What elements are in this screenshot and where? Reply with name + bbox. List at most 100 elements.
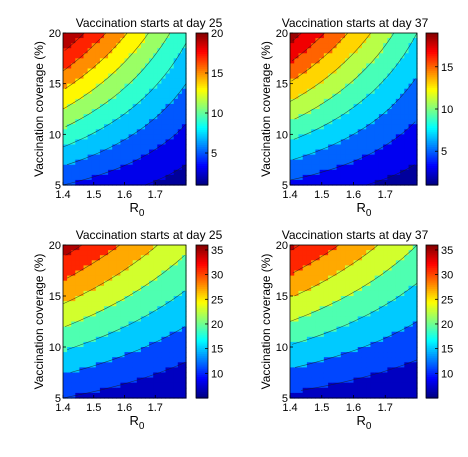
contour-cell <box>400 139 405 146</box>
contour-cell <box>104 321 109 328</box>
contour-cell <box>149 382 154 389</box>
contour-cell <box>306 321 312 328</box>
contour-cell <box>136 58 142 64</box>
contour-cell <box>315 326 321 333</box>
contour-cell <box>400 311 405 317</box>
contour-cell <box>319 367 325 374</box>
contour-cell <box>79 367 85 374</box>
contour-cell <box>87 48 93 54</box>
contour-cell <box>298 109 304 115</box>
contour-cell <box>99 372 105 379</box>
contour-cell <box>412 387 418 394</box>
contour-cell <box>366 377 372 384</box>
contour-cell <box>87 68 93 75</box>
contour-cell <box>128 83 134 90</box>
contour-cell <box>91 78 97 85</box>
contour-cell <box>75 296 80 302</box>
contour-cell <box>177 134 183 140</box>
contour-cell <box>79 154 85 161</box>
contour-cell <box>136 270 142 277</box>
contour-cell <box>336 260 342 266</box>
contour-cell <box>169 260 175 266</box>
contour-cell <box>149 43 154 49</box>
contour-cell <box>71 306 76 312</box>
contour-cell <box>145 321 150 328</box>
contour-cell <box>108 265 113 272</box>
contour-cell <box>408 331 414 338</box>
contour-cell <box>153 48 158 54</box>
contour-cell <box>336 124 342 130</box>
contour-cell <box>71 387 76 394</box>
contour-cell <box>120 103 126 110</box>
contour-cell <box>353 38 359 44</box>
contour-cell <box>340 114 346 120</box>
contour-cell <box>165 255 171 261</box>
contour-cell <box>140 275 146 282</box>
contour-cell <box>315 321 321 328</box>
colorbar-swatch <box>196 273 208 277</box>
contour-cell <box>395 139 401 146</box>
contour-cell <box>124 260 130 266</box>
contour-cell <box>378 58 384 64</box>
contour-cell <box>349 154 355 161</box>
contour-cell <box>149 265 154 272</box>
contour-cell <box>357 321 363 328</box>
contour-cell <box>140 321 146 328</box>
contour-cell <box>153 63 158 70</box>
contour-cell <box>336 336 342 343</box>
contour-cell <box>79 255 85 261</box>
contour-cell <box>306 159 312 166</box>
contour-cell <box>149 164 154 171</box>
contour-cell <box>128 78 134 85</box>
contour-cell <box>153 301 158 307</box>
contour-cell <box>83 103 89 110</box>
colorbar-swatch <box>196 354 208 357</box>
contour-cell <box>361 250 367 256</box>
contour-cell <box>63 139 68 146</box>
contour-cell <box>177 48 183 54</box>
contour-cell <box>120 119 126 125</box>
contour-cell <box>120 316 126 323</box>
contour-cell <box>378 255 384 261</box>
contour-cell <box>290 38 295 44</box>
contour-cell <box>391 382 397 389</box>
contour-cell <box>298 129 304 135</box>
contour-cell <box>298 149 304 156</box>
contour-cell <box>177 377 183 384</box>
contour-cell <box>306 392 312 399</box>
contour-cell <box>165 377 171 384</box>
colorbar-swatch <box>196 50 208 53</box>
contour-cell <box>157 144 162 151</box>
contour-cell <box>361 347 367 353</box>
colorbar-swatch <box>426 148 438 152</box>
contour-cell <box>120 387 126 394</box>
contour-cell <box>357 316 363 323</box>
contour-cell <box>165 159 171 166</box>
contour-cell <box>294 48 300 54</box>
contour-cell <box>370 93 376 100</box>
contour-cell <box>302 336 308 343</box>
colorbar-swatch <box>426 141 438 144</box>
colorbar-swatch <box>426 177 438 180</box>
contour-cell <box>404 129 410 135</box>
contour-cell <box>67 179 72 186</box>
contour-cell <box>165 260 171 266</box>
contour-cell <box>395 43 401 49</box>
contour-cell <box>370 270 376 277</box>
contour-cell <box>391 321 397 328</box>
contour-cell <box>63 109 68 115</box>
contour-cell <box>332 367 338 374</box>
colorbar-swatch <box>426 367 438 370</box>
contour-cell <box>63 103 68 110</box>
contour-cell <box>165 326 171 333</box>
contour-cell <box>161 83 167 90</box>
contour-cell <box>315 387 321 394</box>
contour-cell <box>67 88 72 95</box>
contour-cell <box>71 164 76 171</box>
contour-cell <box>361 144 367 151</box>
contour-cell <box>412 392 418 399</box>
contour-cell <box>302 245 308 251</box>
contour-cell <box>75 382 80 389</box>
contour-cell <box>391 134 397 140</box>
contour-cell <box>169 174 175 181</box>
